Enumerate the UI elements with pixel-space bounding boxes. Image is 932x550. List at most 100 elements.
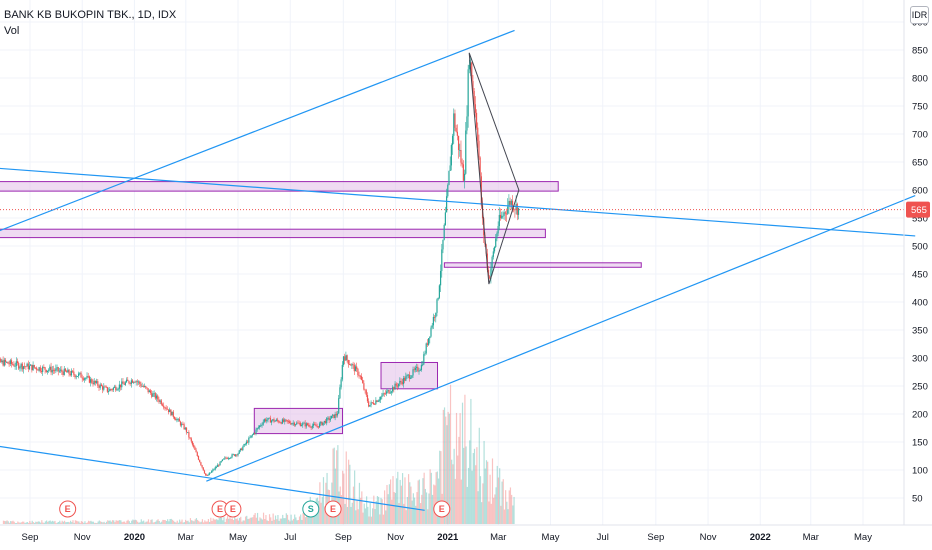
candle-body: [448, 171, 450, 185]
volume-bar: [391, 499, 393, 524]
candle-body: [74, 374, 76, 378]
candle-body: [165, 407, 167, 409]
volume-bar: [200, 521, 202, 524]
volume-bar: [443, 407, 446, 524]
candle-body: [91, 379, 93, 383]
candle-body: [510, 200, 512, 205]
volume-bar: [266, 520, 268, 524]
candle-body: [212, 469, 214, 472]
volume-bar: [465, 446, 467, 524]
volume-bar: [48, 520, 50, 524]
candle-body: [178, 418, 180, 422]
candle-body: [429, 336, 431, 339]
candle-body: [401, 381, 403, 385]
x-tick-label: Mar: [490, 532, 506, 543]
volume-bar: [372, 508, 374, 524]
volume-bar: [428, 493, 430, 524]
candle-body: [311, 425, 313, 428]
volume-bar: [513, 496, 515, 524]
volume-bar: [398, 503, 400, 524]
candle-body: [462, 164, 464, 181]
candle-body: [256, 428, 258, 430]
volume-bar: [210, 517, 212, 524]
candle-body: [267, 417, 269, 420]
candle-body: [200, 462, 202, 466]
volume-bar: [446, 425, 448, 524]
candle-body: [31, 364, 33, 371]
candle-body: [369, 405, 371, 407]
candle-body: [70, 370, 73, 376]
candle-body: [170, 409, 172, 416]
volume-bar: [116, 520, 118, 524]
candle-body: [396, 385, 399, 387]
candle-body: [299, 423, 301, 427]
candle-body: [348, 364, 351, 365]
volume-bar: [289, 521, 291, 524]
volume-bar: [242, 520, 244, 524]
candle-body: [90, 379, 92, 383]
candle-body: [248, 437, 250, 443]
candle-body: [316, 426, 318, 427]
candle-body: [441, 249, 443, 271]
candle-body: [238, 450, 240, 454]
candle-body: [139, 381, 141, 384]
candle-body: [309, 425, 311, 427]
candle-body: [86, 376, 88, 379]
candle-body: [499, 214, 502, 219]
volume-bar: [387, 494, 389, 524]
volume-bar: [503, 509, 506, 524]
candle-body: [358, 375, 360, 376]
candle-body: [145, 386, 147, 388]
currency-button[interactable]: IDR: [910, 6, 929, 24]
candle-body: [435, 312, 437, 318]
candle-body: [112, 387, 114, 390]
volume-bar: [34, 522, 36, 524]
volume-bar: [209, 521, 211, 524]
volume-bar: [57, 521, 60, 524]
candle-body: [439, 270, 442, 286]
volume-bar: [271, 520, 273, 524]
candle-body: [404, 378, 406, 381]
candle-body: [203, 470, 206, 474]
candle-body: [110, 388, 112, 390]
candle-body: [173, 416, 176, 419]
y-tick-label: 450: [912, 270, 928, 281]
candle-body: [97, 381, 99, 386]
volume-bar: [144, 522, 146, 524]
volume-bar: [35, 521, 37, 524]
candle-body: [334, 413, 336, 419]
candle-body: [357, 368, 359, 376]
volume-bar: [6, 520, 8, 524]
candle-body: [335, 413, 337, 416]
volume-bar: [110, 521, 112, 524]
candle-body: [442, 239, 444, 250]
volume-bar: [17, 521, 19, 524]
volume-bar: [442, 409, 444, 524]
volume-bar: [499, 468, 501, 524]
candle-body: [230, 457, 232, 459]
candle-body: [394, 383, 396, 390]
volume-bar: [241, 521, 243, 524]
candle-body: [189, 437, 191, 439]
volume-bar: [482, 483, 484, 524]
volume-bar: [388, 484, 390, 524]
volume-bar: [228, 518, 230, 524]
candle-body: [175, 418, 177, 421]
volume-bar: [248, 518, 250, 524]
volume-bar: [325, 482, 327, 524]
volume-bar: [84, 521, 86, 524]
volume-bar: [149, 522, 151, 524]
volume-bar: [283, 518, 285, 524]
candle-body: [288, 421, 291, 424]
volume-bar: [270, 517, 272, 524]
candle-body: [67, 369, 69, 373]
candle-body: [1, 360, 3, 363]
candle-body: [495, 238, 497, 248]
candle-body: [438, 285, 440, 298]
candle-body: [182, 423, 184, 425]
y-tick-label: 300: [912, 354, 928, 365]
volume-bar: [192, 520, 194, 524]
volume-bar: [181, 519, 183, 524]
event-label: E: [330, 504, 336, 514]
